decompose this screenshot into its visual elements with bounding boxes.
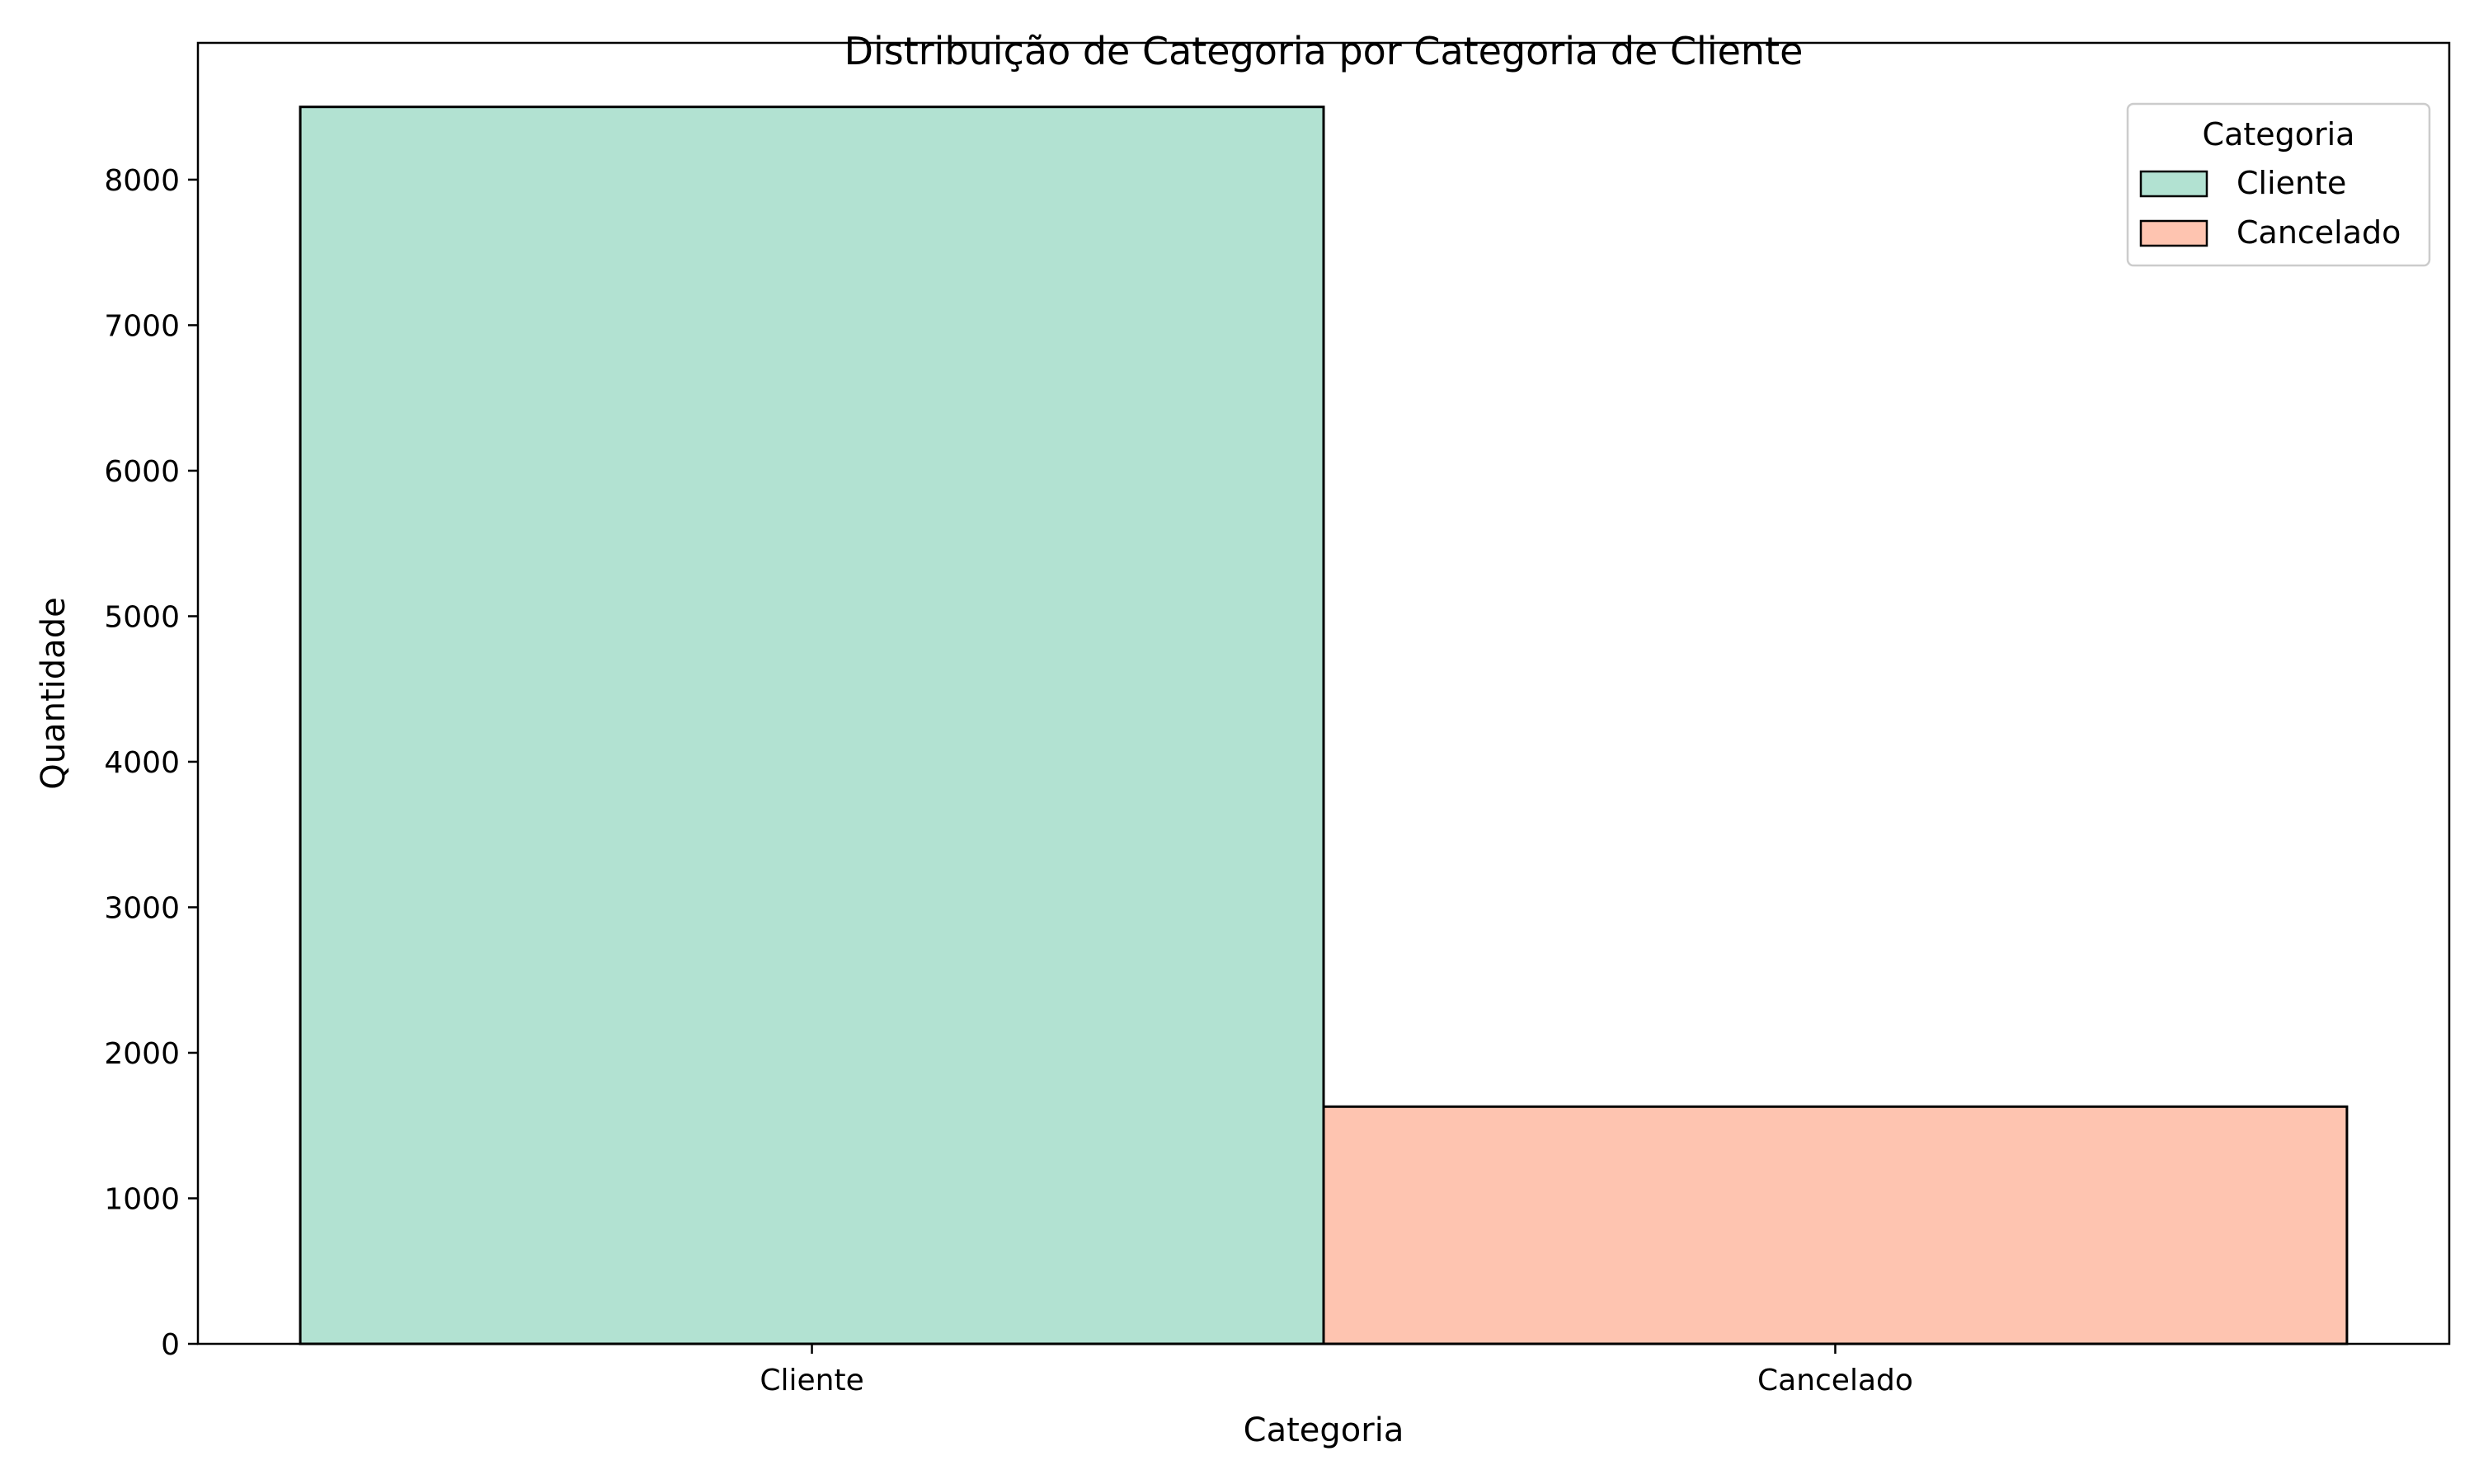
y-tick-label-4000: 4000 [104,746,180,780]
legend: Categoria Cliente Cancelado [2126,102,2431,267]
y-tick-label-5000: 5000 [104,600,180,634]
plot-area-frame [196,41,2451,1345]
bar-cliente [299,106,1325,1345]
legend-title: Categoria [2203,116,2355,153]
x-tick-label-cliente: Cliente [760,1364,863,1397]
y-tick-label-7000: 7000 [104,309,180,343]
legend-swatch-cancelado [2139,219,2208,247]
y-tick-label-8000: 8000 [104,164,180,198]
y-tick-label-1000: 1000 [104,1182,180,1216]
y-axis-label: Quantidade [35,597,73,789]
bar-cancelado [1322,1105,2349,1345]
x-axis-label: Categoria [1244,1411,1404,1449]
x-tick-label-cancelado: Cancelado [1757,1364,1913,1397]
legend-label-cancelado: Cancelado [2236,214,2401,251]
y-tick-label-6000: 6000 [104,455,180,489]
y-axis-ticks: 0 1000 2000 3000 4000 5000 6000 7000 8000 [104,164,198,1362]
legend-label-cliente: Cliente [2236,165,2346,201]
bars [299,106,2349,1345]
chart-title: Distribuição de Categoria por Categoria … [844,29,1804,73]
y-tick-label-2000: 2000 [104,1037,180,1071]
y-tick-label-0: 0 [161,1328,180,1362]
legend-swatch-cliente [2139,170,2208,198]
x-axis-ticks: Cliente Cancelado [760,1344,1913,1397]
y-tick-label-3000: 3000 [104,891,180,925]
